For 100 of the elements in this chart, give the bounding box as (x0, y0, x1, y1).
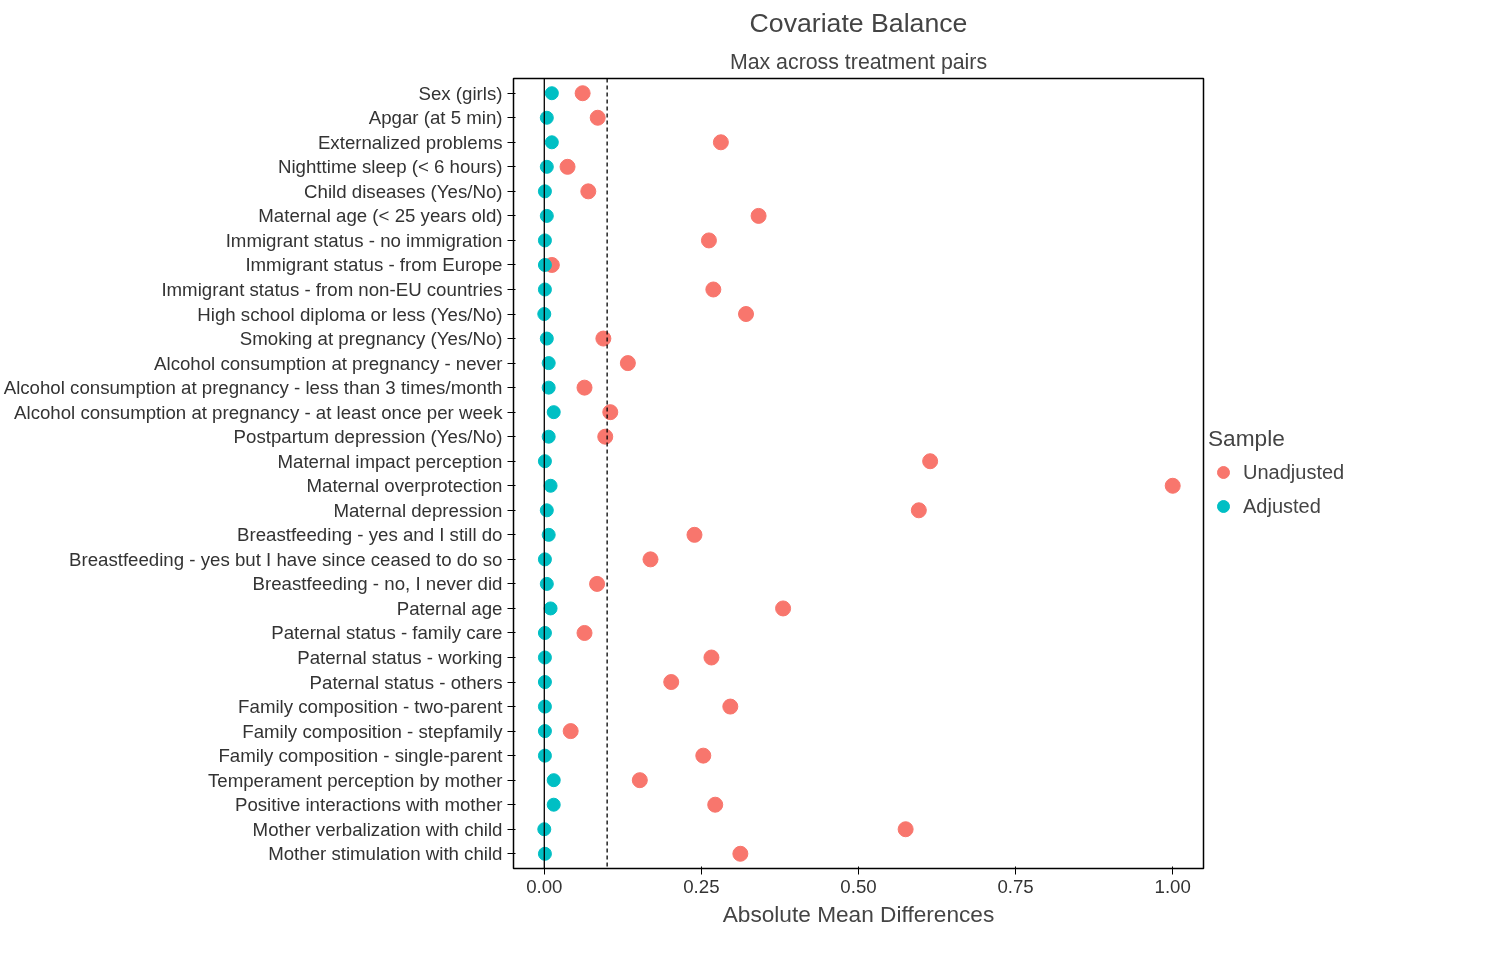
point (546, 773, 561, 788)
y-tick-label: Alcohol consumption at pregnancy - less than 3 times/month (3, 377, 503, 399)
point (589, 109, 606, 126)
point (576, 624, 593, 641)
point (544, 135, 559, 150)
point (541, 380, 556, 395)
point (537, 282, 552, 297)
y-tick-label: Mother stimulation with child (268, 843, 503, 865)
legend-label: Adjusted (1243, 494, 1321, 518)
point (537, 822, 552, 837)
y-tick-label: Positive interactions with mother (234, 794, 503, 816)
point (539, 503, 554, 518)
point (537, 846, 552, 861)
x-tick-label: 0.75 (997, 875, 1034, 897)
point (897, 821, 914, 838)
point (539, 110, 554, 125)
point (537, 552, 552, 567)
y-tick-label: Paternal status - working (297, 647, 503, 669)
point (703, 649, 720, 666)
point (562, 723, 579, 740)
point (537, 307, 552, 322)
x-axis-title: Absolute Mean Differences (722, 900, 995, 927)
y-tick-label: Temperament perception by mother (208, 769, 503, 791)
point (559, 158, 576, 175)
point (537, 257, 552, 272)
y-tick-label: Nighttime sleep (< 6 hours) (278, 156, 503, 178)
y-tick-label: Apgar (at 5 min) (368, 107, 503, 129)
point (595, 330, 612, 347)
point (537, 675, 552, 690)
point (775, 600, 792, 617)
point (738, 306, 755, 323)
x-tick-label: 0.50 (840, 875, 877, 897)
point (576, 379, 593, 396)
point (543, 478, 558, 493)
point (539, 159, 554, 174)
y-tick-label: Alcohol consumption at pregnancy - at least once per week (14, 401, 504, 423)
legend-title: Sample (1208, 425, 1286, 452)
point (537, 699, 552, 714)
x-tick-label: 0.25 (683, 875, 720, 897)
point (580, 183, 597, 200)
y-tick-label: Family composition - stepfamily (242, 720, 504, 742)
y-tick-label: High school diploma or less (Yes/No) (197, 303, 503, 325)
point (537, 748, 552, 763)
point (910, 502, 927, 519)
point (1164, 477, 1181, 494)
point (712, 134, 729, 151)
chart-subtitle: Max across treatment pairs (729, 49, 988, 74)
point (546, 405, 561, 420)
point (631, 772, 648, 789)
point (722, 698, 739, 715)
y-tick-label: Smoking at pregnancy (Yes/No) (239, 328, 503, 350)
point (537, 233, 552, 248)
y-tick-label: Externalized problems (317, 131, 503, 153)
chart-title: Covariate Balance (749, 7, 968, 38)
y-tick-label: Breastfeeding - yes but I have since ceased to do so (69, 548, 503, 570)
y-tick-label: Immigrant status - from Europe (245, 254, 503, 276)
point (750, 207, 767, 224)
y-tick-label: Child diseases (Yes/No) (304, 180, 503, 202)
point (732, 845, 749, 862)
point (922, 453, 939, 470)
y-tick-label: Maternal depression (333, 499, 503, 521)
point (544, 86, 559, 101)
point (642, 551, 659, 568)
point (539, 331, 554, 346)
point (574, 85, 591, 102)
point (663, 674, 680, 691)
y-tick-label: Maternal overprotection (306, 475, 503, 497)
y-tick-label: Paternal status - family care (271, 622, 503, 644)
point (537, 650, 552, 665)
y-tick-label: Breastfeeding - yes and I still do (237, 524, 503, 546)
point (695, 747, 712, 764)
y-tick-label: Breastfeeding - no, I never did (252, 573, 503, 595)
y-tick-label: Family composition - two-parent (238, 696, 504, 718)
x-tick-label: 1.00 (1154, 875, 1191, 897)
point (543, 601, 558, 616)
point (537, 625, 552, 640)
point (619, 355, 636, 372)
point (537, 454, 552, 469)
y-tick-label: Immigrant status - from non-EU countries (161, 278, 503, 300)
y-tick-label: Family composition - single-parent (218, 745, 504, 767)
point (707, 796, 724, 813)
point (541, 527, 556, 542)
point (546, 797, 561, 812)
y-tick-label: Mother verbalization with child (252, 818, 503, 840)
y-tick-label: Maternal impact perception (277, 450, 503, 472)
y-tick-label: Paternal status - others (309, 671, 503, 693)
point (539, 576, 554, 591)
point (537, 724, 552, 739)
y-tick-label: Maternal age (< 25 years old) (258, 205, 503, 227)
y-tick-label: Sex (girls) (418, 82, 503, 104)
y-tick-label: Alcohol consumption at pregnancy - never (154, 352, 503, 374)
point (539, 208, 554, 223)
y-tick-label: Paternal age (396, 597, 503, 619)
x-tick-label: 0.00 (526, 875, 563, 897)
point (541, 356, 556, 371)
point (602, 404, 619, 421)
point (589, 575, 606, 592)
legend-label: Unadjusted (1243, 460, 1345, 484)
point (686, 526, 703, 543)
point (537, 184, 552, 199)
